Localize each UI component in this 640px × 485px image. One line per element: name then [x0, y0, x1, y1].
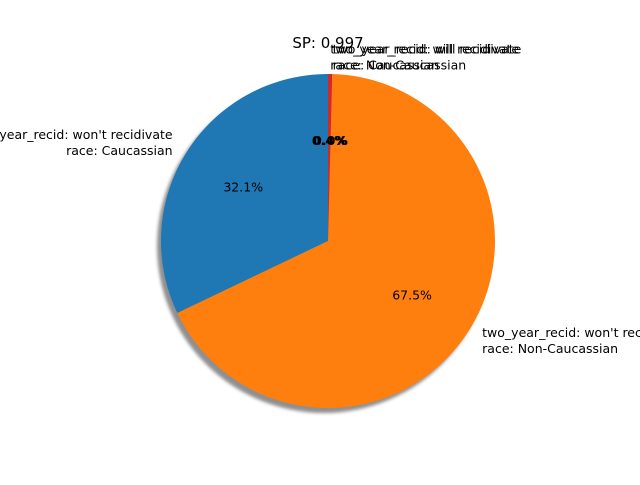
pie-slice-label-3: two_year_recid: will recidivate race: Non… [330, 41, 519, 72]
pie-percent-label-1: 67.5% [392, 287, 432, 302]
pie-percent-label-0: 32.1% [223, 180, 263, 195]
pie-slice-label-line1-1: two_year_recid: won't recidivate [482, 325, 640, 340]
pie-slice-label-line2-2: race: Caucassian [333, 57, 439, 72]
pie-slice-label-2: two_year_recid: will recidivate race: Cau… [333, 41, 522, 72]
pie-slice-label-line1-0: two_year_recid: won't recidivate [0, 127, 173, 142]
pie-slice-label-line2-3: race: Non-Caucassian [330, 57, 466, 72]
chart-title: SP: 0.997 [292, 34, 363, 52]
pie-slice-label-line2-1: race: Non-Caucassian [482, 341, 618, 356]
pie-percent-label-3: 0.4% [312, 133, 347, 148]
pie-percent-labels: 32.1% 67.5% 0.0%0.4% [223, 133, 432, 303]
pie-slices [161, 74, 495, 409]
pie-slice-label-line1-3: two_year_recid: will recidivate [330, 41, 519, 56]
pie-percent-label-2: 0.0% [313, 133, 348, 148]
pie-slice-3 [328, 74, 333, 241]
pie-slice-label-line2-0: race: Caucassian [66, 143, 172, 158]
pie-slice-1 [177, 74, 495, 409]
pie-slice-label-line1-2: two_year_recid: will recidivate [333, 41, 522, 56]
pie-slice-0 [161, 74, 328, 314]
